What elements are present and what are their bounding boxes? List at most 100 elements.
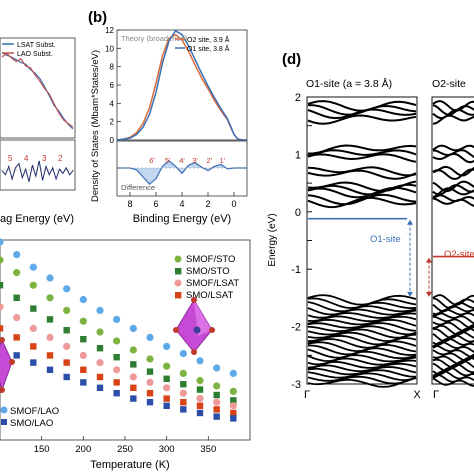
- c-point-5-6: [96, 384, 104, 391]
- b-difference-label: Difference: [121, 183, 155, 192]
- c-point-0-14: [229, 387, 237, 395]
- c-legend-label-2: SMOF/LSAT: [186, 278, 239, 289]
- c-point-5-12: [196, 409, 204, 417]
- c-point-1-9: [146, 368, 154, 375]
- d-left-lowband-20: [307, 360, 417, 371]
- c-point-3-8: [130, 384, 137, 391]
- c-point-0-3: [46, 294, 54, 302]
- b-theory-label-1: Theory (broadened): [121, 34, 188, 43]
- d-left-lowband-22: [307, 367, 416, 378]
- d-right-lowband-11: [432, 330, 474, 343]
- d-right-lowband-19: [432, 356, 474, 369]
- panel-c-axes: 150 200 250 300 350: [34, 436, 216, 455]
- c-point-2-14: [229, 402, 237, 410]
- c-point-4-14: [229, 369, 237, 377]
- d-right-lowband-1: [432, 297, 474, 309]
- b-ytick-label-6: 12: [105, 26, 114, 35]
- legend-b-o2: O2 site, 3.9 Å: [187, 35, 230, 44]
- c-legend-swatch-3: [175, 292, 182, 299]
- d-right-band-13: [432, 197, 474, 207]
- c-legend-bg: [172, 252, 248, 304]
- octahedron-right: [173, 297, 215, 355]
- panel-c: 150 200 250 300 350 SMOF/STOSMO/STOSMOF/LSAT…: [0, 238, 251, 471]
- c-point-3-6: [96, 373, 104, 381]
- c-point-2-7: [113, 366, 121, 374]
- b-xtick-label-2: 4: [179, 199, 184, 209]
- panel-a-top-series: [1, 51, 74, 130]
- a-bottom-series-0: [1, 160, 74, 182]
- d-right-lowband-6: [432, 315, 474, 325]
- d-right-lowband-22: [432, 366, 474, 379]
- c-point-3-10: [163, 395, 170, 402]
- b-peak-3: 3': [192, 156, 198, 165]
- panel-d-right-title: O2-site: [432, 78, 466, 90]
- c-point-0-4: [63, 306, 71, 314]
- c-point-2-10: [163, 384, 171, 392]
- panel-b-bottom-axes: 8 6 4 2 0: [127, 192, 237, 209]
- c-point-3-0: [0, 325, 4, 332]
- panel-a-top: LSAT Subst. LAO Subst.: [0, 37, 76, 139]
- c-point-2-8: [129, 373, 137, 381]
- panel-a-bottom-series: [1, 160, 74, 182]
- c-point-3-11: [180, 399, 187, 406]
- c-point-3-13: [213, 406, 220, 413]
- legend-a-lao: LAO Subst.: [17, 51, 53, 58]
- d-right-lowband-23: [432, 370, 474, 380]
- c-point-4-2: [29, 263, 37, 271]
- c-point-3-4: [63, 359, 70, 366]
- panel-c-xlabel: Temperature (K): [90, 459, 169, 471]
- c-point-0-0: [0, 256, 4, 264]
- c-point-3-12: [196, 402, 204, 409]
- c-point-2-6: [96, 359, 104, 367]
- c-legend-swatch-2: [174, 279, 182, 287]
- c-point-1-12: [196, 386, 204, 393]
- d-right-lowband-2: [432, 301, 474, 313]
- d-left-band-5: [307, 149, 417, 158]
- c-legend-label-0: SMOF/STO: [186, 254, 235, 265]
- c-point-3-1: [13, 334, 20, 341]
- c-point-4-10: [163, 342, 171, 350]
- c-point-4-11: [179, 350, 187, 358]
- c-point-4-6: [96, 306, 104, 314]
- c-point-5-1: [13, 352, 20, 359]
- legend-c-smof-lao-swatch: [0, 406, 8, 414]
- d-left-lowband-6: [307, 315, 417, 325]
- c-legend-label-3: SMO/LSAT: [186, 290, 234, 301]
- c-point-1-11: [180, 381, 187, 388]
- panel-b-bottom-series: [117, 160, 247, 186]
- c-point-2-9: [146, 378, 154, 386]
- d-right-band-5: [432, 149, 474, 159]
- c-point-5-3: [46, 366, 54, 373]
- c-point-1-6: [96, 345, 104, 352]
- legend-c-smof-lao: SMOF/LAO: [10, 406, 59, 417]
- d-ytick-label-4: 0: [295, 207, 301, 219]
- c-point-5-10: [163, 402, 170, 409]
- a-peak-5: 5: [8, 154, 13, 163]
- d-o2-site-label: O2-site: [444, 249, 474, 260]
- c-point-4-4: [63, 285, 71, 293]
- c-point-1-5: [80, 336, 87, 343]
- c-point-5-7: [113, 390, 120, 397]
- c-point-1-0: [0, 282, 4, 289]
- d-o2-arrowhead-bottom: [426, 291, 432, 297]
- d-right-lowband-25: [432, 377, 474, 387]
- c-point-3-5: [80, 366, 87, 373]
- b-xtick-label-1: 6: [153, 199, 158, 209]
- b-xtick-label-3: 2: [205, 199, 210, 209]
- c-point-5-4: [63, 373, 70, 381]
- panel-d-left-frame: [306, 96, 418, 385]
- d-left-band-3: [307, 114, 417, 125]
- d-left-lowband-10: [307, 328, 417, 339]
- d-left-lowband-13: [307, 337, 417, 349]
- d-right-band-8: [432, 168, 474, 181]
- a-top-series-1: [1, 52, 74, 128]
- b-peak-5: 1': [219, 156, 225, 165]
- d-right-band-3: [432, 114, 474, 125]
- panel-a-bottom: 5 4 3 2 ag Energy (eV): [0, 139, 76, 225]
- d-o1-arrowhead-bottom: [407, 291, 413, 297]
- d-left-band-10: [307, 183, 417, 196]
- b-ytick-label-2: 4: [110, 99, 115, 108]
- c-point-1-4: [63, 327, 70, 334]
